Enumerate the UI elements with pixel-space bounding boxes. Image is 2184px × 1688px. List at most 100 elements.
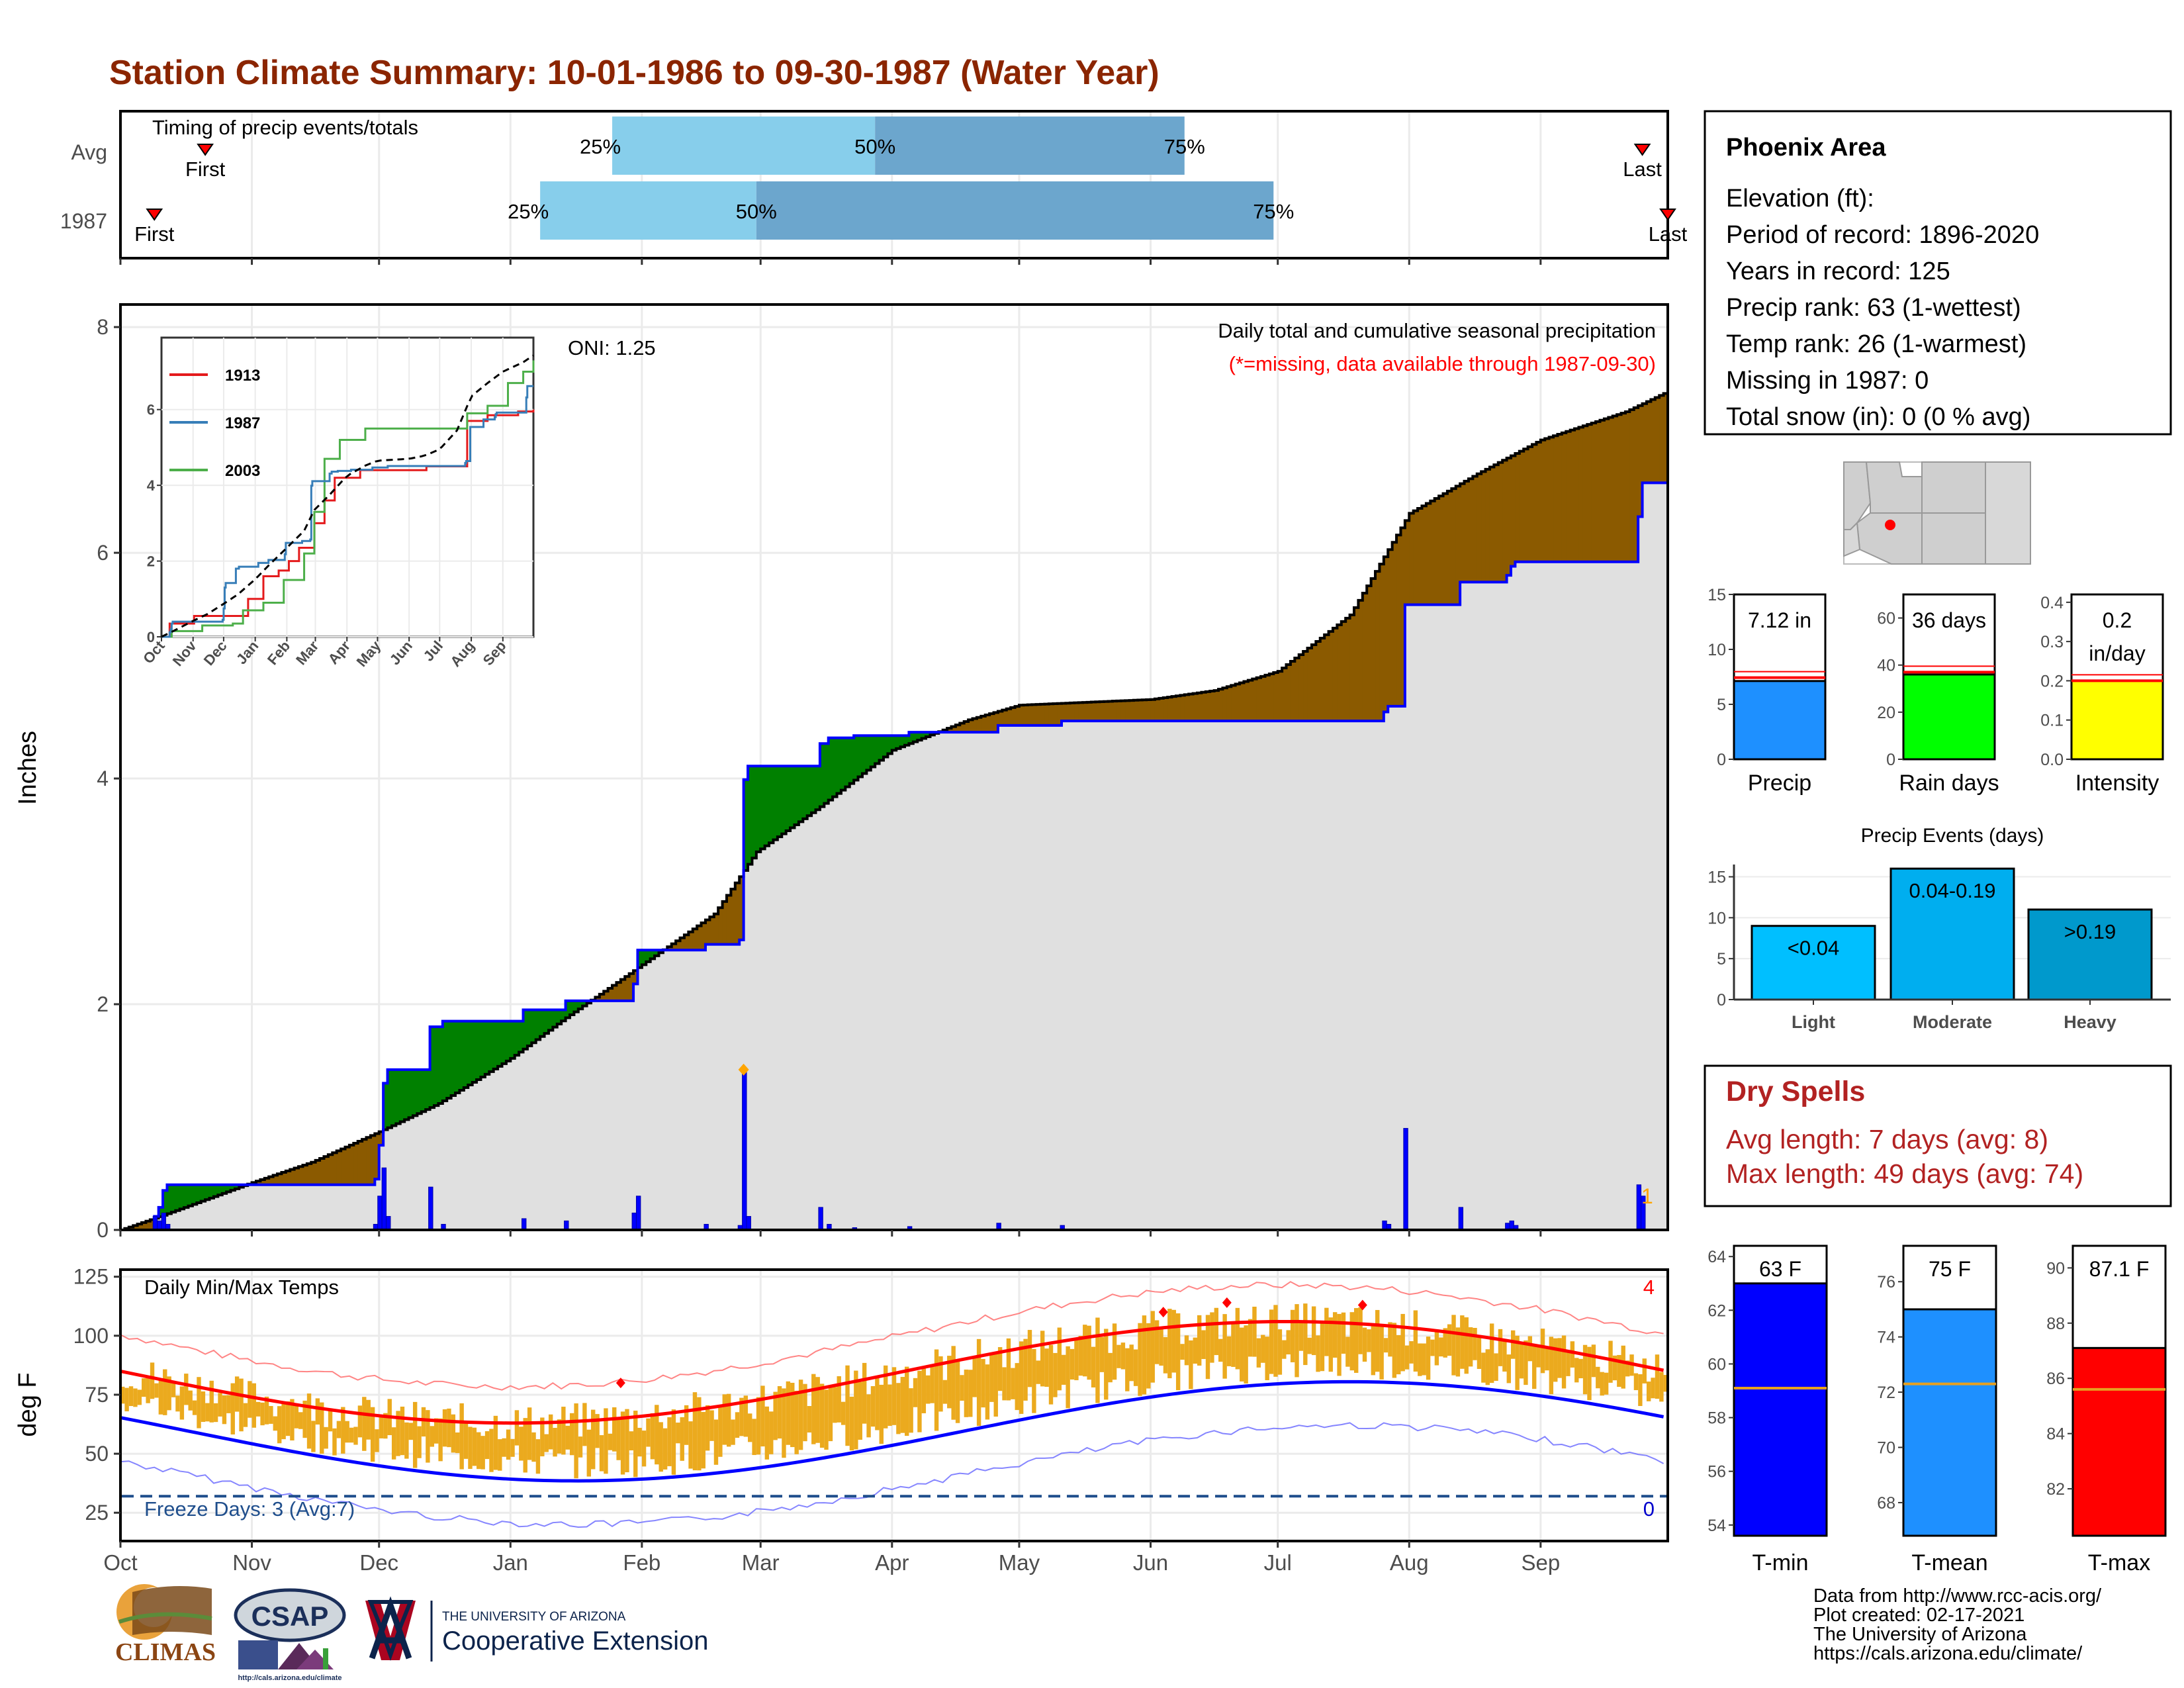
precip-below-normal-fill bbox=[1189, 694, 1194, 722]
events-bar bbox=[2027, 908, 2153, 1001]
events-bar-label: <0.04 bbox=[1788, 937, 1839, 960]
temp-daily-bar bbox=[383, 1413, 388, 1439]
precip-below-normal-fill bbox=[370, 1135, 375, 1185]
temp-daily-bar bbox=[637, 1427, 642, 1457]
mini-temp-y-tick-label: 90 bbox=[2046, 1259, 2065, 1278]
temp-y-tick-label: 50 bbox=[85, 1442, 109, 1466]
precip-below-normal-fill bbox=[1527, 446, 1533, 562]
precip-daily-bar bbox=[1458, 1207, 1464, 1231]
temp-daily-bar bbox=[255, 1401, 261, 1417]
events-bar-label: 0.04-0.19 bbox=[1909, 879, 1996, 902]
temp-daily-bar bbox=[870, 1385, 876, 1427]
mini-chart-y-tick-label: 40 bbox=[1877, 657, 1895, 675]
precip-below-normal-fill bbox=[1044, 704, 1050, 726]
temp-daily-bar bbox=[375, 1429, 379, 1452]
precip-daily-bar bbox=[1403, 1128, 1408, 1231]
temp-daily-bar bbox=[646, 1418, 651, 1447]
precip-below-normal-fill bbox=[1502, 460, 1508, 583]
temp-daily-bar bbox=[1290, 1309, 1295, 1362]
temp-daily-bar bbox=[188, 1390, 193, 1411]
precip-y-axis: 0 2 4 6 8 bbox=[97, 258, 1542, 1242]
temp-daily-bar bbox=[1608, 1340, 1613, 1383]
precip-below-normal-fill bbox=[1286, 665, 1291, 722]
precip-above-normal-fill bbox=[447, 1021, 452, 1099]
temp-daily-bar bbox=[722, 1394, 727, 1445]
temp-y-tick-label: 125 bbox=[73, 1265, 109, 1289]
temp-daily-bar bbox=[917, 1370, 922, 1432]
temp-daily-bar bbox=[1540, 1329, 1545, 1374]
dry-spells-avg: Avg length: 7 days (avg: 8) bbox=[1726, 1124, 2048, 1154]
precip-above-normal-fill bbox=[540, 1009, 545, 1037]
temp-daily-bar bbox=[477, 1432, 481, 1470]
precip-below-normal-fill bbox=[1341, 621, 1346, 722]
precip-daily-bar bbox=[818, 1207, 823, 1231]
temp-daily-bar bbox=[158, 1380, 163, 1415]
precip-below-normal-fill bbox=[1040, 704, 1045, 726]
timing-first-marker bbox=[146, 209, 163, 221]
temp-daily-bar bbox=[468, 1427, 473, 1470]
temp-daily-bar bbox=[341, 1407, 345, 1454]
precip-below-normal-fill bbox=[1468, 479, 1473, 583]
precip-below-normal-fill bbox=[1596, 421, 1601, 562]
timing-bar-50-75 bbox=[756, 181, 1274, 240]
precip-below-normal-fill bbox=[1612, 416, 1617, 562]
temp-daily-bar bbox=[1566, 1352, 1570, 1376]
temp-daily-bar bbox=[1328, 1317, 1333, 1372]
temp-daily-bar bbox=[1545, 1348, 1549, 1371]
temp-y-tick-label: 25 bbox=[85, 1501, 109, 1524]
precip-below-normal-fill bbox=[1566, 431, 1571, 562]
temp-daily-bar bbox=[531, 1432, 536, 1462]
temp-daily-bar bbox=[913, 1378, 918, 1407]
precip-above-normal-fill bbox=[163, 1190, 168, 1215]
precip-below-normal-fill bbox=[1316, 641, 1321, 722]
temp-daily-bar bbox=[345, 1421, 349, 1443]
precip-below-normal-fill bbox=[332, 1152, 338, 1185]
temp-daily-bar bbox=[1383, 1338, 1388, 1353]
precip-below-normal-fill bbox=[1159, 698, 1164, 722]
month-label: Sep bbox=[1521, 1550, 1560, 1575]
temp-daily-bar bbox=[213, 1403, 218, 1423]
precip-below-normal-fill bbox=[1485, 469, 1490, 583]
precip-below-normal-fill bbox=[676, 941, 681, 951]
temp-daily-bar bbox=[230, 1383, 235, 1434]
precip-above-normal-fill bbox=[655, 950, 660, 956]
precip-below-normal-fill bbox=[1362, 592, 1367, 722]
mini-chart-y-tick-label: 20 bbox=[1877, 704, 1895, 722]
precip-above-normal-fill bbox=[748, 766, 753, 865]
precip-below-normal-fill bbox=[1244, 681, 1249, 722]
precip-above-normal-fill bbox=[849, 737, 854, 784]
mini-chart-label: Intensity bbox=[2075, 771, 2160, 796]
temp-daily-bar bbox=[1468, 1327, 1473, 1367]
mini-chart-y-tick-label: 0.0 bbox=[2040, 751, 2064, 769]
temp-daily-bar bbox=[976, 1338, 981, 1427]
precip-below-normal-fill bbox=[1078, 702, 1083, 722]
temp-daily-bar bbox=[1074, 1340, 1079, 1381]
temp-daily-bar bbox=[569, 1413, 574, 1456]
precip-below-normal-fill bbox=[739, 876, 745, 940]
precip-below-normal-fill bbox=[1032, 704, 1037, 726]
precip-below-normal-fill bbox=[1604, 418, 1609, 562]
timing-first-label: First bbox=[185, 158, 226, 181]
precip-above-normal-fill bbox=[544, 1009, 549, 1034]
precip-daily-bar bbox=[428, 1186, 433, 1231]
temp-daily-bar bbox=[1633, 1373, 1639, 1391]
temp-daily-bar bbox=[1320, 1321, 1325, 1372]
precip-above-normal-fill bbox=[646, 950, 651, 962]
temp-daily-bar bbox=[447, 1408, 451, 1448]
timing-p50-label: 50% bbox=[736, 200, 777, 223]
precip-below-normal-fill bbox=[1651, 399, 1656, 483]
month-label: Apr bbox=[875, 1550, 909, 1575]
precip-below-normal-fill bbox=[1536, 442, 1541, 562]
inset-line-2003 bbox=[161, 360, 535, 638]
month-label: Jun bbox=[1133, 1550, 1168, 1575]
precip-above-normal-fill bbox=[641, 950, 647, 965]
precip-above-normal-fill bbox=[226, 1184, 232, 1192]
mini-temp-y-tick-label: 88 bbox=[2046, 1315, 2065, 1333]
precip-above-normal-fill bbox=[743, 779, 749, 870]
precip-below-normal-fill bbox=[1409, 513, 1414, 605]
temp-daily-bar bbox=[506, 1429, 511, 1460]
precip-below-normal-fill bbox=[697, 925, 702, 951]
temp-daily-bar bbox=[960, 1375, 964, 1401]
temp-daily-bar bbox=[1298, 1322, 1304, 1351]
precip-below-normal-fill bbox=[362, 1139, 367, 1185]
